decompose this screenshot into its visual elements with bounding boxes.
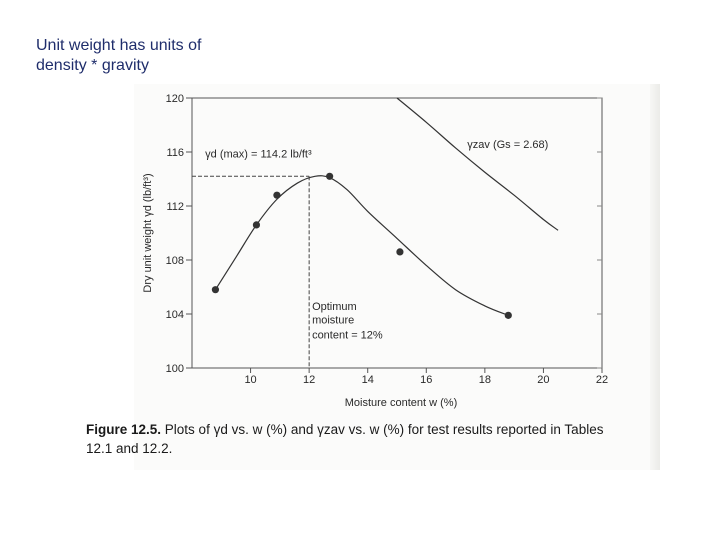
- data-point: [273, 191, 281, 199]
- scanned-figure-background: [134, 84, 660, 470]
- series-curve-1: [214, 175, 509, 316]
- chart-annotation: content = 12%: [312, 329, 383, 341]
- x-tick-label: 14: [362, 374, 374, 386]
- data-point: [252, 221, 261, 229]
- series-curve-2: [396, 97, 559, 231]
- y-axis-label: Dry unit weight γd (lb/ft³): [142, 173, 154, 292]
- chart-annotation: γzav (Gs = 2.68): [467, 139, 548, 151]
- data-point: [326, 172, 334, 180]
- y-tick-label: 116: [166, 147, 184, 159]
- data-point: [396, 248, 404, 256]
- x-tick-label: 10: [244, 374, 256, 386]
- x-tick-label: 20: [537, 374, 549, 386]
- y-tick-label: 100: [166, 363, 184, 375]
- x-tick-label: 18: [479, 374, 491, 386]
- x-tick-label: 12: [303, 374, 315, 386]
- y-tick-label: 120: [166, 93, 184, 105]
- x-axis-label: Moisture content w (%): [345, 397, 457, 409]
- chart-annotation: γd (max) = 114.2 lb/ft³: [205, 148, 312, 160]
- slide-note: Unit weight has units of density * gravi…: [36, 37, 202, 74]
- data-point: [211, 286, 220, 294]
- caption-text: Plots of γd vs. w (%) and γzav vs. w (%)…: [86, 422, 604, 456]
- x-tick-label: 22: [596, 374, 608, 386]
- figure-label: Figure 12.5.: [86, 422, 162, 437]
- data-point: [504, 311, 512, 319]
- y-tick-label: 104: [166, 309, 184, 321]
- figure-caption: Figure 12.5. Plots of γd vs. w (%) and γ…: [86, 420, 626, 458]
- chart-annotation: Optimum: [312, 301, 357, 313]
- y-tick-label: 108: [166, 255, 184, 267]
- x-tick-label: 16: [420, 374, 432, 386]
- scan-edge: [650, 84, 660, 470]
- chart-annotation: moisture: [312, 314, 354, 326]
- y-tick-label: 112: [166, 201, 184, 213]
